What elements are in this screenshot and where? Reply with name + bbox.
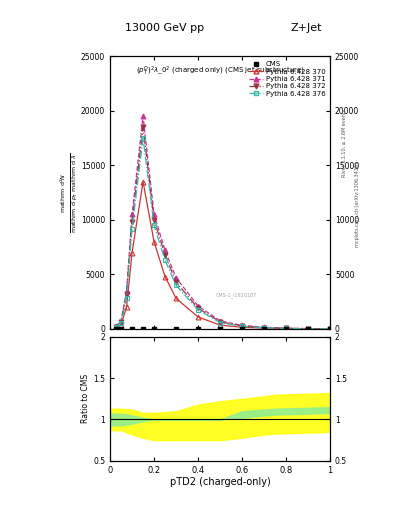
Text: $(p_T^D)^2\lambda\_0^2$ (charged only) (CMS jet substructure): $(p_T^D)^2\lambda\_0^2$ (charged only) (… bbox=[136, 65, 305, 78]
Text: 13000 GeV pp: 13000 GeV pp bbox=[125, 23, 205, 33]
Text: Z+Jet: Z+Jet bbox=[291, 23, 322, 33]
Legend: CMS, Pythia 6.428 370, Pythia 6.428 371, Pythia 6.428 372, Pythia 6.428 376: CMS, Pythia 6.428 370, Pythia 6.428 371,… bbox=[248, 60, 327, 98]
Y-axis label: $\mathrm{mathrm\ d}^2N$
$\overline{\mathrm{mathrm\ d}\ p_T\ \mathrm{mathrm\ d}\ : $\mathrm{mathrm\ d}^2N$ $\overline{\math… bbox=[59, 153, 79, 233]
Y-axis label: Ratio to CMS: Ratio to CMS bbox=[81, 374, 90, 423]
Text: mcplots.cern.ch [arXiv:1306.3436]: mcplots.cern.ch [arXiv:1306.3436] bbox=[355, 162, 360, 247]
X-axis label: pTD2 (charged-only): pTD2 (charged-only) bbox=[170, 477, 270, 487]
Text: CMS-1_i1920187: CMS-1_i1920187 bbox=[216, 292, 257, 298]
Text: Rivet 3.1.10, ≥ 2.6M events: Rivet 3.1.10, ≥ 2.6M events bbox=[342, 109, 346, 178]
